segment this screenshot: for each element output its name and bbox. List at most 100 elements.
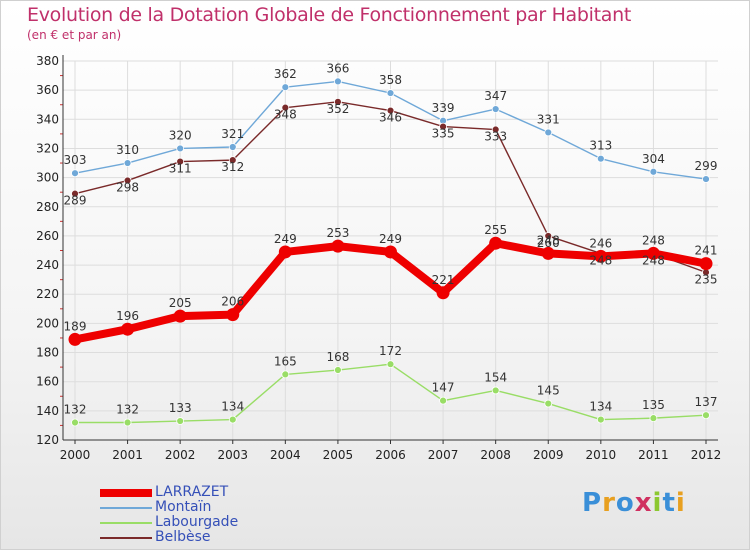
data-label: 248	[589, 253, 612, 267]
logo-letter: i	[652, 488, 663, 518]
y-tick-label: 380	[36, 54, 59, 68]
data-label: 339	[432, 101, 455, 115]
y-tick-label: 120	[36, 433, 59, 447]
data-point	[386, 360, 395, 369]
x-tick-label: 2004	[270, 448, 301, 462]
data-label: 253	[326, 226, 349, 240]
x-tick-label: 2006	[375, 448, 406, 462]
data-point	[384, 245, 397, 259]
chart-subtitle: (en € et par an)	[27, 28, 122, 42]
data-point	[123, 159, 132, 167]
data-label: 333	[484, 130, 507, 144]
data-label: 168	[326, 350, 349, 364]
data-point	[228, 415, 237, 424]
data-point	[544, 128, 553, 137]
legend-swatch	[100, 507, 152, 509]
data-point	[699, 257, 713, 271]
data-point	[228, 156, 237, 165]
data-label: 205	[169, 296, 192, 310]
x-tick-label: 2010	[586, 448, 617, 462]
data-point	[491, 386, 500, 395]
data-point	[176, 144, 185, 153]
data-point	[439, 122, 447, 131]
logo-letter: i	[675, 488, 686, 518]
data-point	[491, 105, 500, 114]
data-label: 335	[432, 127, 455, 141]
data-point	[702, 411, 710, 420]
data-point	[334, 97, 342, 106]
data-point	[71, 418, 79, 427]
data-label: 304	[642, 152, 665, 166]
data-point	[596, 154, 605, 163]
data-point	[334, 366, 342, 374]
data-point	[121, 322, 135, 336]
x-tick-label: 2011	[638, 448, 669, 462]
data-label: 313	[589, 139, 612, 153]
data-label: 321	[221, 127, 244, 141]
data-label: 260	[537, 236, 560, 250]
data-point	[649, 414, 658, 423]
data-label: 221	[432, 273, 455, 287]
y-tick-label: 300	[36, 171, 59, 185]
data-label: 249	[379, 232, 402, 246]
x-tick-label: 2000	[60, 448, 91, 462]
data-label: 147	[432, 381, 455, 395]
data-point	[702, 175, 710, 183]
data-point	[68, 332, 82, 346]
data-label: 241	[695, 244, 718, 258]
data-point	[123, 418, 132, 427]
data-point	[281, 370, 290, 379]
data-label: 310	[116, 143, 139, 157]
y-tick-label: 360	[36, 83, 59, 97]
data-point	[544, 232, 553, 240]
legend-label: Montaïn	[155, 499, 212, 515]
x-tick-label: 2002	[165, 448, 196, 462]
data-label: 331	[537, 112, 560, 126]
data-label: 299	[695, 159, 718, 173]
data-point	[71, 169, 79, 178]
data-label: 154	[484, 370, 507, 384]
x-tick-label: 2008	[480, 448, 511, 462]
data-point	[281, 103, 290, 112]
data-point	[334, 77, 342, 86]
data-label: 320	[169, 128, 192, 142]
data-label: 303	[64, 153, 87, 167]
y-tick-label: 260	[36, 229, 59, 243]
data-label: 189	[64, 319, 87, 333]
logo-letter: r	[602, 488, 616, 518]
y-tick-label: 320	[36, 141, 59, 155]
logo-letter: o	[615, 488, 635, 518]
data-label: 289	[64, 194, 87, 208]
data-label: 352	[326, 102, 349, 116]
data-label: 246	[589, 236, 612, 250]
x-tick-label: 2001	[112, 448, 143, 462]
data-point	[173, 309, 187, 323]
data-label: 358	[379, 73, 402, 87]
data-label: 311	[169, 162, 192, 176]
data-label: 165	[274, 354, 297, 368]
logo-letter: t	[662, 488, 676, 518]
y-tick-label: 140	[36, 404, 59, 418]
data-label: 366	[326, 61, 349, 75]
data-point	[594, 249, 608, 263]
legend-label: Labourgade	[155, 514, 239, 530]
data-point	[331, 239, 345, 253]
legend-label: Belbèse	[155, 529, 211, 545]
data-point	[544, 399, 553, 408]
data-point	[649, 167, 658, 176]
data-label: 132	[64, 403, 87, 417]
x-tick-label: 2005	[323, 448, 354, 462]
data-label: 172	[379, 344, 402, 358]
data-point	[386, 106, 395, 115]
data-label: 137	[695, 395, 718, 409]
data-point	[436, 286, 450, 300]
data-point	[226, 308, 240, 322]
data-label: 206	[221, 295, 244, 309]
data-label: 346	[379, 111, 402, 125]
logo-letter: x	[634, 488, 653, 518]
data-point	[228, 143, 237, 151]
data-label: 348	[274, 108, 297, 122]
legend-swatch	[100, 522, 152, 524]
data-point	[278, 245, 292, 259]
